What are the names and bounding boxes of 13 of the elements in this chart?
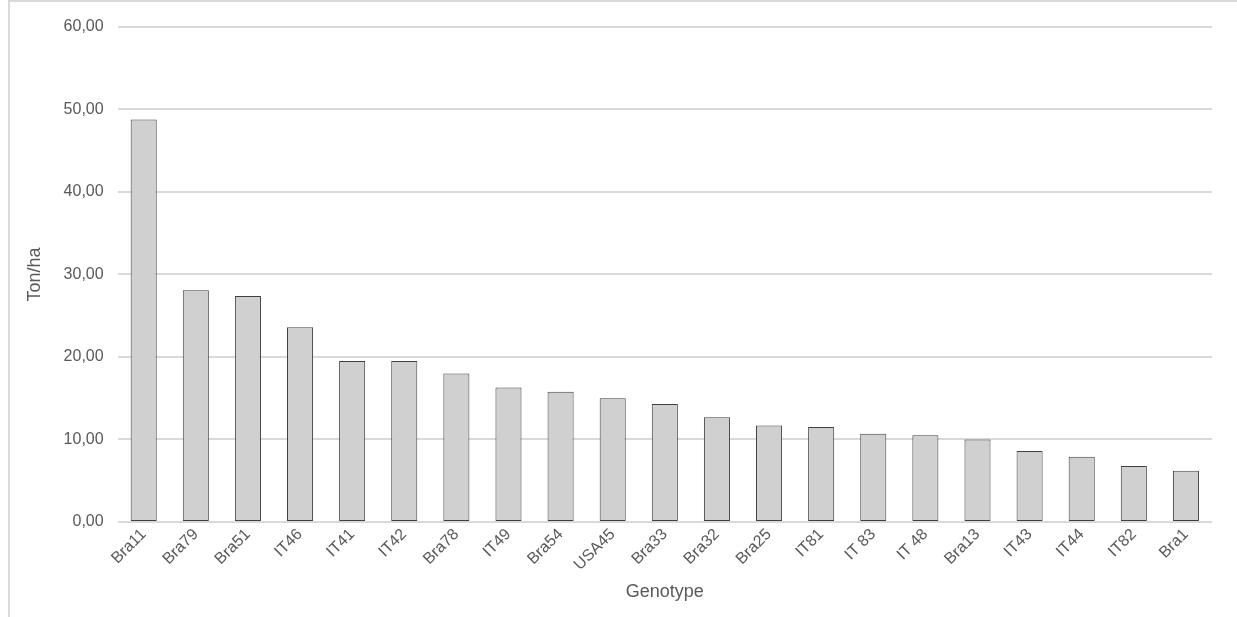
- y-tick-label: 60,00: [63, 17, 104, 35]
- x-tick-label: IT 48: [893, 524, 931, 563]
- x-tick-label: IT41: [322, 524, 358, 560]
- y-tick-label: 10,00: [63, 429, 104, 447]
- y-tick-label: 40,00: [63, 182, 104, 200]
- x-tick-label: IT81: [791, 524, 827, 560]
- y-tick-label: 20,00: [63, 347, 104, 365]
- x-axis-title: Genotype: [625, 581, 704, 602]
- y-tick-label: 30,00: [63, 264, 104, 282]
- x-tick-label: IT 83: [840, 524, 879, 563]
- y-tick-label: 50,00: [63, 99, 104, 117]
- y-tick-label: 0,00: [72, 512, 104, 530]
- y-axis-title: Ton/ha: [23, 246, 44, 302]
